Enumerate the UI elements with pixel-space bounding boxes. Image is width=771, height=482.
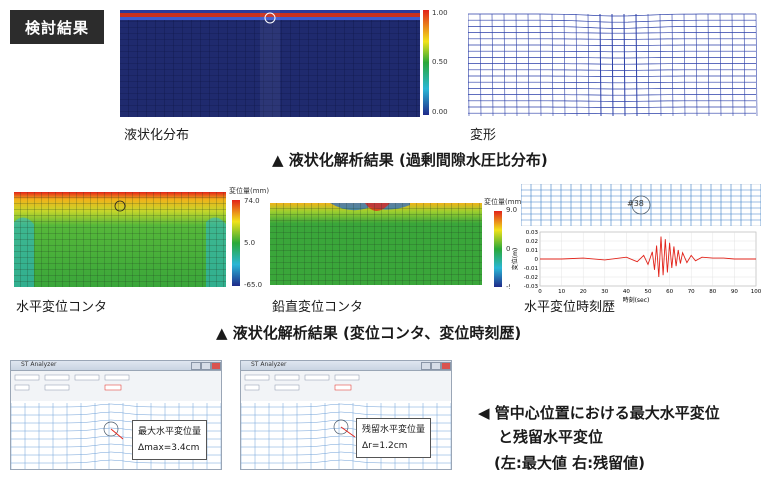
callout-residual: 残留水平変位量 Δr=1.2cm — [356, 418, 432, 458]
vertical-contour-plot — [270, 203, 482, 285]
x-tick-label: 70 — [688, 289, 695, 295]
y-tick-label: 0 — [535, 257, 539, 263]
x-tick-label: 30 — [601, 289, 608, 295]
scale-tick-bottom: 0.00 — [432, 108, 448, 116]
maximize-button[interactable] — [201, 362, 211, 370]
callout-residual-value: Δr=1.2cm — [362, 441, 408, 451]
y-tick-label: -0.03 — [524, 284, 539, 290]
x-tick-label: 100 — [751, 289, 762, 295]
deformation-plot — [468, 13, 758, 117]
chart-ylabel: 変位(m) — [511, 248, 519, 271]
deformed-mesh-detail — [521, 184, 761, 226]
callout-max-title: 最大水平変位量 — [138, 427, 202, 437]
callout-residual-title: 残留水平変位量 — [362, 425, 426, 435]
legend-h-tick-top: 74.0 — [244, 197, 260, 205]
y-tick-label: -0.02 — [524, 275, 538, 281]
x-tick-label: 0 — [538, 289, 542, 295]
maximize-button[interactable] — [431, 362, 441, 370]
liquefaction-distribution-plot — [120, 10, 429, 117]
legend-bar-horizontal — [232, 200, 240, 286]
caption-pipe-line1: ◀ 管中心位置における最大水平変位 — [478, 404, 720, 422]
x-tick-label: 60 — [666, 289, 673, 295]
x-tick-label: 10 — [558, 289, 565, 295]
x-tick-label: 90 — [731, 289, 738, 295]
legend-bar-vertical — [494, 211, 502, 287]
analyzer-window-max: ST Analyzer — [10, 360, 222, 470]
minimize-button[interactable] — [421, 362, 431, 370]
caption-liquefaction: ▲ 液状化解析結果 (過剰間隙水圧比分布) — [272, 151, 548, 169]
section-badge: 検討結果 — [10, 10, 104, 44]
callout-max: 最大水平変位量 Δmax=3.4cm — [132, 420, 208, 460]
legend-h-tick-bottom: -65.0 — [244, 281, 263, 289]
y-tick-label: -0.01 — [524, 266, 538, 272]
legend-h-title: 変位量(mm) — [229, 187, 270, 195]
close-button[interactable] — [441, 362, 451, 370]
x-tick-label: 80 — [709, 289, 716, 295]
window-title-max: ST Analyzer — [21, 361, 57, 368]
legend-h-tick-mid: 5.0 — [244, 239, 256, 247]
label-time-history: 水平変位時刻歴 — [524, 300, 616, 315]
y-tick-label: 0.01 — [526, 248, 538, 254]
x-tick-label: 20 — [580, 289, 587, 295]
close-button[interactable] — [211, 362, 221, 370]
label-liquefaction: 液状化分布 — [124, 128, 190, 143]
window-mesh-residual — [241, 371, 451, 469]
y-tick-label: 0.03 — [526, 230, 539, 236]
x-tick-label: 50 — [645, 289, 652, 295]
scale-tick-top: 1.00 — [432, 9, 448, 17]
callout-max-value: Δmax=3.4cm — [138, 443, 200, 453]
minimize-button[interactable] — [191, 362, 201, 370]
caption-pipe-line2: と残留水平変位 — [498, 428, 604, 446]
liquefied-layer — [120, 13, 420, 17]
caption-displacement: ▲ 液状化解析結果 (変位コンタ、変位時刻歴) — [216, 324, 522, 342]
horizontal-contour-plot — [14, 192, 226, 287]
y-tick-label: 0.02 — [526, 239, 538, 245]
window-title-residual: ST Analyzer — [251, 361, 287, 368]
node-label: #38 — [627, 199, 644, 208]
label-horizontal-contour: 水平変位コンタ — [16, 300, 108, 315]
color-scale-bar — [423, 10, 429, 115]
pipe-marker — [264, 12, 276, 24]
label-vertical-contour: 鉛直変位コンタ — [272, 300, 364, 315]
chart-xlabel: 時刻(sec) — [623, 296, 650, 304]
series-line — [540, 236, 756, 278]
legend-v-title: 変位量(mm) — [484, 198, 525, 206]
caption-pipe-line3: (左:最大値 右:残留値) — [494, 454, 645, 472]
x-tick-label: 40 — [623, 289, 630, 295]
scale-tick-mid: 0.50 — [432, 58, 448, 66]
label-deformation: 変形 — [470, 128, 497, 143]
legend-v-tick-top: 9.0 — [506, 206, 518, 214]
displacement-time-history-chart: 0 10 20 30 40 50 60 70 80 90 100 0.030.020.010-0.0… — [510, 226, 762, 306]
